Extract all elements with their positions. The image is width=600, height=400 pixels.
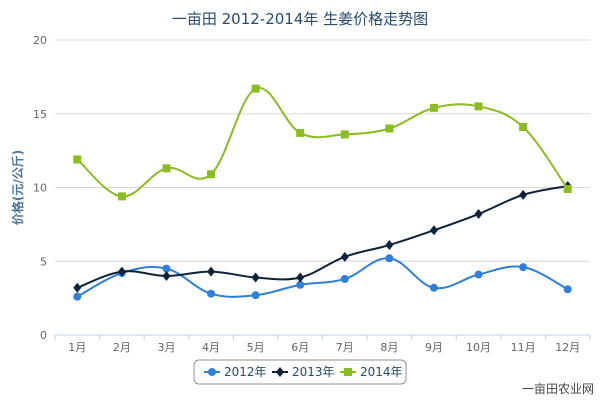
data-point (162, 264, 171, 273)
y-axis-label: 价格(元/公斤) (10, 150, 25, 225)
data-point (340, 130, 349, 139)
data-point (207, 170, 216, 179)
legend-label-1: 2013年 (292, 365, 335, 379)
data-point (385, 254, 394, 263)
data-point (563, 184, 572, 193)
data-point (207, 289, 216, 298)
y-tick-label: 20 (33, 34, 47, 47)
x-tick-label: 7月 (336, 341, 354, 354)
x-tick-label: 11月 (511, 341, 536, 354)
legend-marker-1 (276, 367, 284, 377)
legend-label-2: 2014年 (360, 365, 403, 379)
data-point (251, 272, 260, 283)
legend-label-0: 2012年 (224, 365, 267, 379)
data-point (162, 271, 171, 281)
x-tick-label: 1月 (68, 341, 86, 354)
x-tick-label: 2月 (113, 341, 131, 354)
legend-marker-0 (208, 368, 216, 376)
data-point (207, 266, 216, 277)
x-tick-label: 9月 (425, 341, 443, 354)
data-point (73, 282, 82, 293)
data-point (251, 291, 260, 300)
data-point (340, 251, 349, 262)
data-point (296, 128, 305, 137)
series-line-2 (76, 86, 569, 198)
data-point (296, 280, 305, 289)
y-tick-label: 5 (40, 255, 47, 268)
x-tick-label: 5月 (247, 341, 265, 354)
x-tick-label: 6月 (291, 341, 309, 354)
x-tick-label: 8月 (380, 341, 398, 354)
y-tick-label: 0 (40, 329, 47, 342)
data-point (474, 102, 483, 111)
data-point (117, 192, 126, 201)
data-point (429, 103, 438, 112)
x-tick-label: 3月 (157, 341, 175, 354)
data-point (429, 283, 438, 292)
data-point (340, 274, 349, 283)
data-point (73, 155, 82, 164)
x-tick-label: 10月 (466, 341, 491, 354)
data-point (563, 285, 572, 294)
data-point (429, 225, 438, 236)
data-point (385, 124, 394, 133)
legend-marker-2 (344, 368, 352, 376)
y-tick-label: 15 (33, 108, 47, 121)
data-point (162, 164, 171, 173)
legend-box (193, 359, 407, 385)
data-point (519, 189, 528, 200)
data-point (385, 240, 394, 251)
data-point (519, 123, 528, 132)
data-point (251, 84, 260, 93)
x-tick-label: 12月 (555, 341, 580, 354)
data-point (474, 209, 483, 220)
data-point (73, 292, 82, 301)
series-line-1 (76, 185, 568, 289)
data-point (519, 263, 528, 272)
data-point (117, 266, 126, 277)
x-tick-label: 4月 (202, 341, 220, 354)
data-point (296, 272, 305, 283)
y-tick-label: 10 (33, 182, 47, 195)
watermark: 一亩田农业网 (521, 382, 594, 396)
data-point (474, 270, 483, 279)
series-line-0 (76, 257, 569, 298)
chart-title: 一亩田 2012-2014年 生姜价格走势图 (171, 10, 429, 28)
